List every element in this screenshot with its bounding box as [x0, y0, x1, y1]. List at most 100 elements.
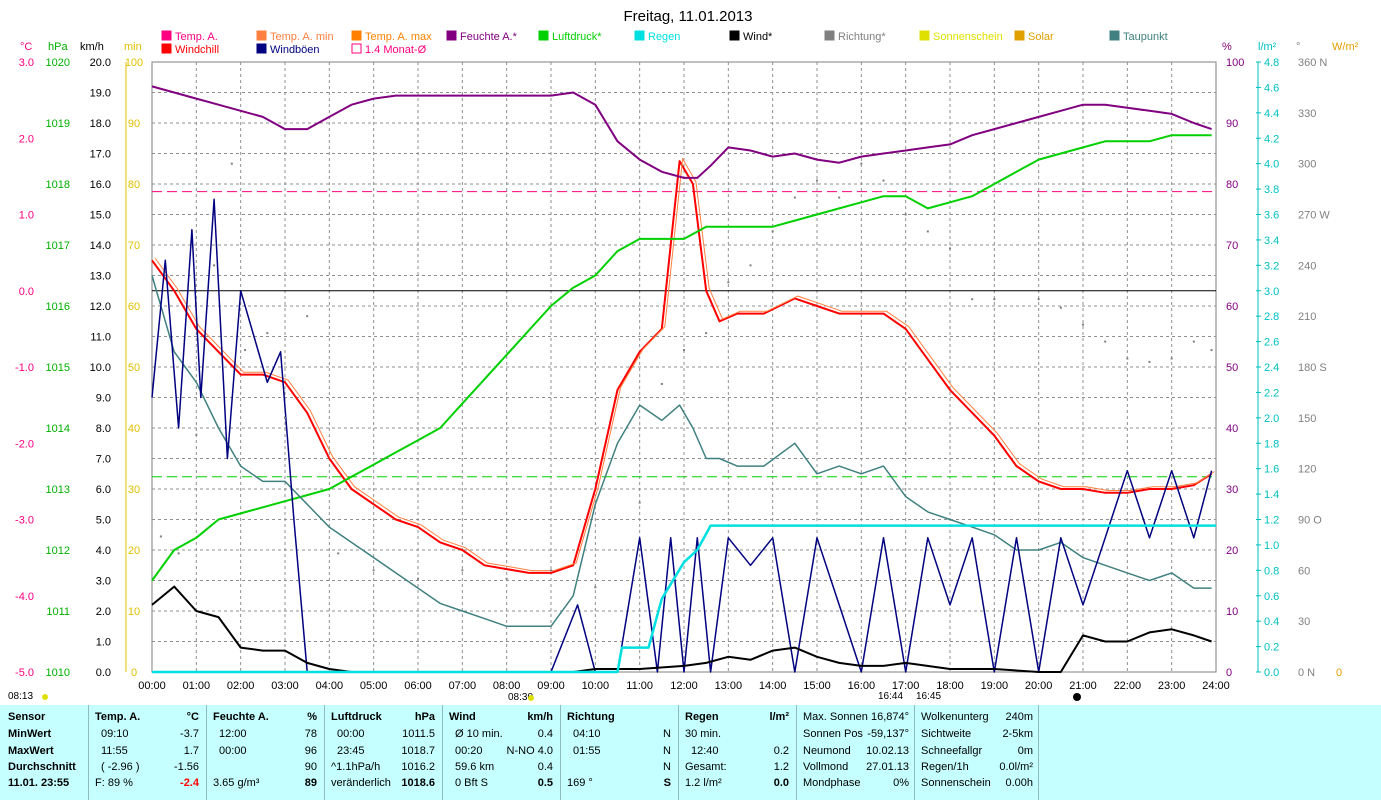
- rain-tick: 0.8: [1264, 565, 1279, 577]
- x-tick: 06:00: [404, 680, 432, 692]
- wind-max-value: N-NO 4.0: [506, 745, 553, 757]
- x-tick: 01:00: [183, 680, 211, 692]
- temp-max-value: 1.7: [183, 745, 199, 757]
- direction-point: [230, 162, 233, 165]
- x-tick: 22:00: [1114, 680, 1142, 692]
- rain-header: Regen: [685, 711, 719, 723]
- direction-point: [306, 315, 309, 318]
- legend-label: Luftdruck*: [552, 31, 602, 43]
- rain-tick: 0.0: [1264, 667, 1279, 679]
- x-tick: 12:00: [670, 680, 698, 692]
- direction-max-value: N: [663, 745, 671, 757]
- direction-point: [904, 213, 907, 216]
- rain-max-value: 0.2: [773, 745, 789, 757]
- sun-tick: 90: [128, 118, 140, 130]
- legend-label: 1.4 Monat-Ø: [365, 44, 427, 56]
- pressure-column: Luftdruck hPa 00:00 1011.5 23:45 1018.7 …: [324, 705, 443, 800]
- rain-tick: 3.0: [1264, 286, 1279, 298]
- wind-column: Wind km/h Ø 10 min. 0.4 00:20 N-NO 4.0 5…: [442, 705, 561, 800]
- direction-tick: 270 W: [1298, 210, 1330, 222]
- temp-tick: -5.0: [15, 667, 34, 679]
- legend-swatch: [538, 30, 549, 41]
- sun-tick: 0: [131, 667, 137, 679]
- wind-tick: 15.0: [90, 210, 111, 222]
- temp-tick: 2.0: [19, 133, 34, 145]
- wind-tick: 2.0: [96, 606, 111, 618]
- rain-tick: 4.4: [1264, 108, 1279, 120]
- rain-total-label: Gesamt:: [685, 761, 727, 773]
- direction-point: [926, 230, 929, 233]
- legend-swatch: [919, 30, 930, 41]
- wind-tick: 6.0: [96, 484, 111, 496]
- row-current-label: 11.01. 23:55: [8, 777, 70, 789]
- direction-point: [337, 552, 340, 555]
- direction-point: [683, 349, 685, 352]
- rain-hour-label: Regen/1h: [921, 761, 969, 773]
- visibility-label: Sichtweite: [921, 728, 972, 740]
- legend-label: Temp. A. max: [365, 31, 432, 43]
- rain-current-value: 0.0: [773, 777, 789, 789]
- x-tick: 24:00: [1202, 680, 1230, 692]
- pressure-tick: 1014: [46, 423, 70, 435]
- temp-unit: °C: [20, 41, 32, 53]
- temp-min-time: 09:10: [101, 728, 129, 740]
- sensor-column: Sensor MinWert MaxWert Durchschnitt 11.0…: [0, 705, 88, 800]
- temp-tick: 1.0: [19, 210, 34, 222]
- sunrise-marker: 08:13: [8, 691, 33, 702]
- sun-pos-label: Sonnen Pos: [803, 728, 863, 740]
- direction-point: [1059, 306, 1062, 309]
- stats-panel: Sensor MinWert MaxWert Durchschnitt 11.0…: [0, 705, 1381, 800]
- direction-point: [993, 298, 996, 301]
- full-moon-label: Vollmond: [803, 761, 849, 773]
- rain-tick: 3.2: [1264, 260, 1279, 272]
- wind-tick: 5.0: [96, 515, 111, 527]
- direction-tick: 360 N: [1298, 57, 1327, 69]
- direction-point: [372, 569, 375, 572]
- rain-tick: 2.2: [1264, 387, 1279, 399]
- direction-point: [705, 332, 708, 335]
- direction-point: [244, 349, 247, 352]
- x-tick: 14:00: [759, 680, 787, 692]
- plot-frame: [151, 61, 1217, 673]
- pressure-max-time: 23:45: [337, 745, 365, 757]
- rain-tick: 1.4: [1264, 489, 1279, 501]
- wind-tick: 10.0: [90, 362, 111, 374]
- moon-phase-label: Mondphase: [803, 777, 861, 789]
- new-moon-value: 10.02.13: [866, 745, 909, 757]
- direction-point: [660, 382, 663, 385]
- wind-tick: 4.0: [96, 545, 111, 557]
- pressure-min-time: 00:00: [337, 728, 365, 740]
- direction-point: [771, 230, 774, 233]
- rain-interval: 30 min.: [685, 728, 722, 740]
- direction-unit: °: [1296, 41, 1300, 53]
- sun-tick: 30: [128, 484, 140, 496]
- sunshine-value: 0.00h: [1005, 777, 1033, 789]
- direction-point: [749, 264, 752, 267]
- rain-hour-value: 0.0l/m²: [999, 761, 1033, 773]
- direction-point: [1037, 298, 1040, 301]
- direction-tick: 180 S: [1298, 362, 1327, 374]
- series-temp-a: [151, 160, 1213, 574]
- series-temp-min-max: [154, 157, 1215, 572]
- temp-tick: 0.0: [19, 286, 34, 298]
- axis-units: °C hPa km/h min% l/m² ° W/m²: [20, 41, 1359, 53]
- wind-distance: 59.6 km: [455, 761, 495, 773]
- wind-tick: 14.0: [90, 240, 111, 252]
- pressure-tick: 1013: [46, 484, 70, 496]
- x-tick: 18:00: [936, 680, 964, 692]
- rain-max-time: 12:40: [691, 745, 719, 757]
- visibility-value: 2-5km: [1002, 728, 1033, 740]
- direction-point: [195, 433, 198, 436]
- legend-swatch: [1014, 30, 1025, 41]
- humidity-min-time: 12:00: [219, 728, 247, 740]
- temp-current-value: -2.4: [180, 777, 199, 789]
- moon-icon: [1073, 693, 1081, 701]
- legend-label: Temp. A. min: [270, 31, 334, 43]
- direction-point: [213, 264, 216, 267]
- direction-point: [971, 298, 974, 301]
- pressure-unit: hPa: [48, 41, 68, 53]
- pressure-tick: 1011: [46, 606, 70, 618]
- wind-avg-value: 0.4: [537, 728, 553, 740]
- sensor-header: Sensor: [8, 711, 46, 723]
- temp-unit: °C: [186, 711, 199, 723]
